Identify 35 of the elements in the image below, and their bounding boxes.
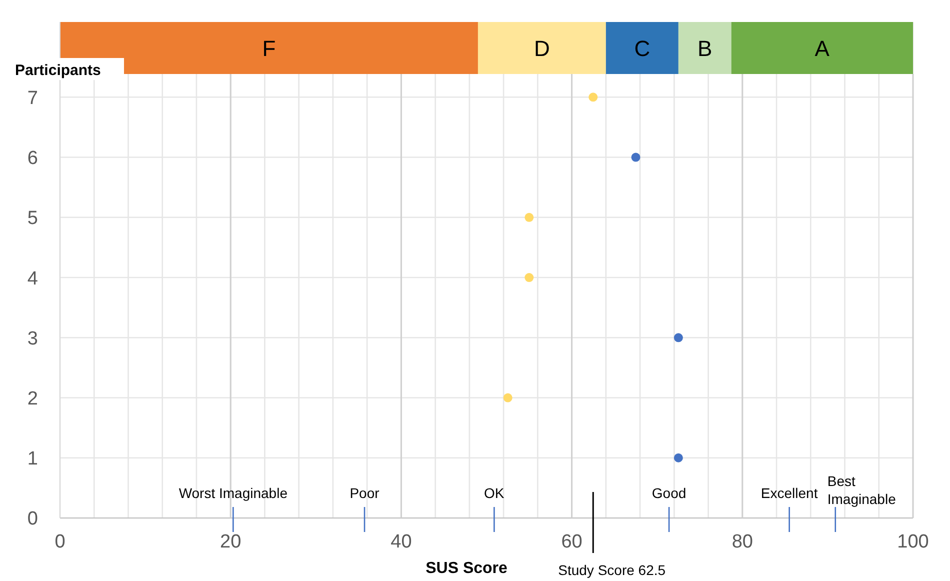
y-axis-title: Participants (15, 62, 101, 79)
x-axis-title: SUS Score (426, 560, 508, 577)
y-tick-label: 3 (27, 328, 38, 350)
ref-line-label: OK (484, 485, 505, 501)
point (674, 453, 683, 462)
x-tick-label: 0 (54, 531, 66, 552)
point (524, 212, 534, 222)
x-tick-label: 60 (561, 531, 582, 552)
point (588, 92, 598, 102)
point (631, 152, 640, 162)
band-label: C (634, 36, 650, 61)
x-tick-label: 40 (390, 531, 412, 552)
x-tick-label: 100 (897, 531, 929, 552)
y-tick-label: 0 (27, 508, 38, 530)
band-label: F (262, 36, 276, 61)
y-tick-label: 1 (27, 448, 38, 470)
y-tick-label: 7 (27, 88, 38, 109)
y-tick-label: 2 (27, 388, 38, 410)
point (503, 393, 512, 402)
band-label: B (698, 36, 712, 61)
point (524, 273, 534, 282)
band-label: A (814, 36, 830, 61)
ref-line-label: Good (652, 485, 686, 501)
ref-line-label: Study Score 62.5 (558, 562, 666, 578)
ref-line-label: Best Imaginable (827, 473, 896, 507)
y-tick-label: 5 (27, 208, 38, 230)
y-tick-label: 6 (27, 148, 38, 170)
y-tick-label: 4 (27, 268, 38, 290)
x-tick-label: 80 (732, 531, 753, 552)
x-tick-label: 20 (220, 531, 242, 552)
ref-line-label: Poor (350, 485, 380, 501)
ref-line-label: Excellent (760, 485, 818, 501)
point (674, 333, 683, 342)
band-label: D (534, 36, 550, 61)
ref-line-label: Worst Imaginable (178, 485, 288, 501)
